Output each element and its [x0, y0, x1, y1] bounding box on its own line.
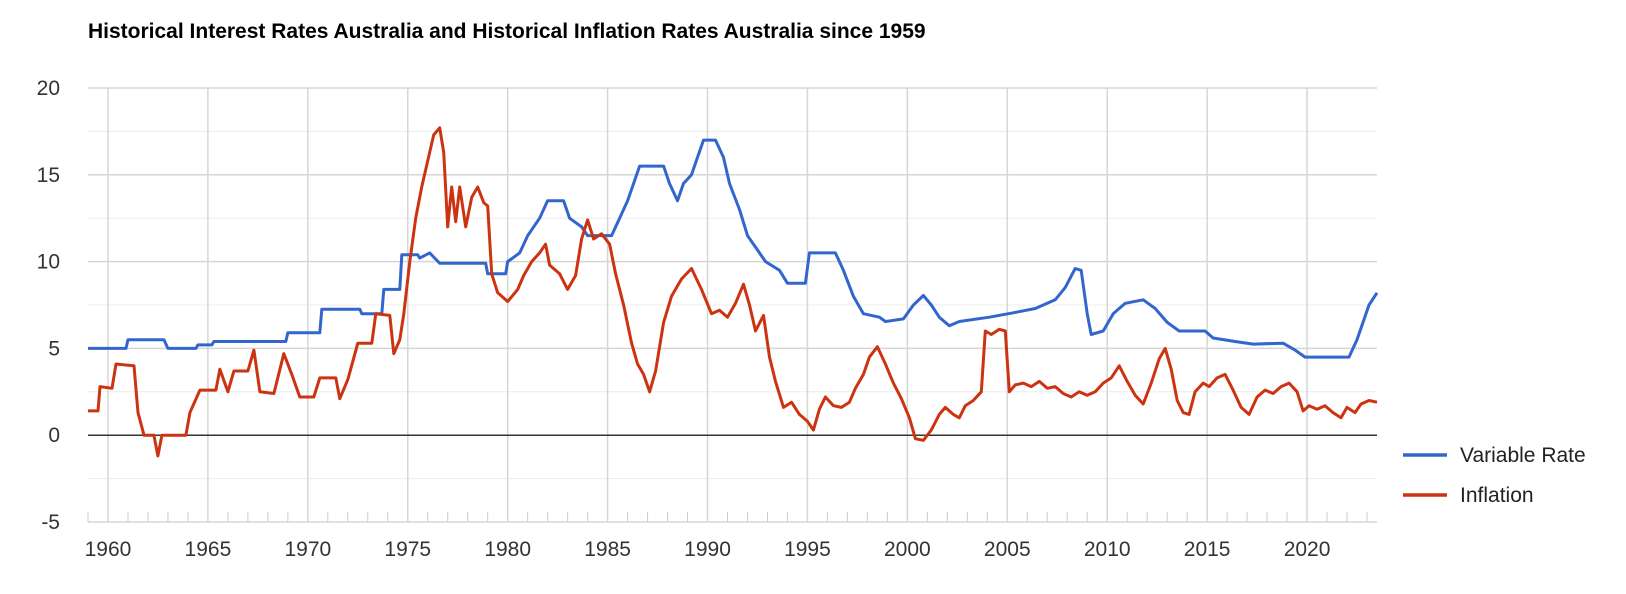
x-tick-label: 2005 [984, 538, 1031, 561]
x-tick-label: 2020 [1284, 538, 1331, 561]
y-tick-label: 0 [48, 424, 60, 447]
series-lines [88, 126, 1379, 458]
x-tick-label: 1980 [484, 538, 531, 561]
y-tick-label: -5 [41, 511, 60, 534]
x-tick-label: 1960 [85, 538, 132, 561]
grid-lines [87, 87, 1377, 523]
x-tick-label: 1965 [185, 538, 232, 561]
x-tick-label: 2000 [884, 538, 931, 561]
legend-label: Inflation [1460, 484, 1534, 507]
x-tick-label: 1975 [384, 538, 431, 561]
x-tick-label: 1995 [784, 538, 831, 561]
x-tick-label: 2015 [1184, 538, 1231, 561]
y-tick-label: 15 [37, 164, 60, 187]
legend: Variable Rate Inflation [1403, 444, 1586, 507]
x-tick-label: 1970 [284, 538, 331, 561]
x-tick-label: 1990 [684, 538, 731, 561]
chart-title: Historical Interest Rates Australia and … [88, 20, 926, 43]
y-tick-label: 20 [37, 77, 60, 100]
y-tick-label: 5 [48, 337, 60, 360]
series-line-variable-rate [88, 138, 1379, 359]
legend-label: Variable Rate [1460, 444, 1586, 467]
y-tick-label: 10 [37, 251, 60, 274]
x-tick-label: 1985 [584, 538, 631, 561]
series-line-inflation [88, 126, 1378, 458]
x-tick-label: 2010 [1084, 538, 1131, 561]
